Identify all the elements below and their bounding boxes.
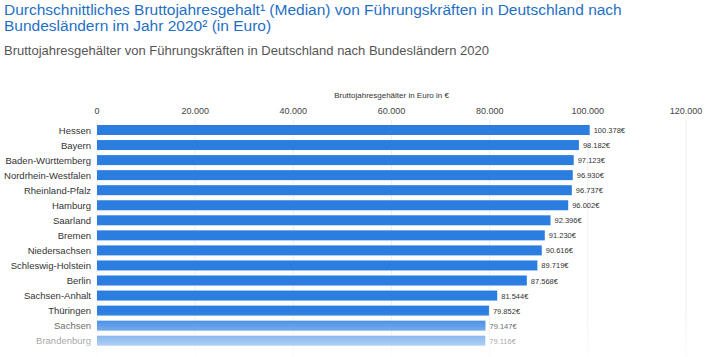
data-label: 87.568€ (531, 277, 559, 286)
grid-line (686, 120, 687, 357)
data-label: 98.182€ (583, 141, 611, 150)
category-label: Sachsen (54, 320, 91, 331)
data-label: 92.396€ (555, 216, 583, 225)
tick-label: 80.000 (476, 106, 504, 116)
bars (97, 125, 590, 346)
category-label: Schleswig-Holstein (11, 260, 91, 271)
data-label: 100.378€ (594, 126, 626, 135)
data-label: 97.123€ (578, 156, 606, 165)
category-label: Nordrhein-Westfalen (4, 170, 91, 181)
data-label: 79.852€ (493, 307, 521, 316)
bar (97, 260, 537, 270)
category-label: Bayern (61, 140, 91, 151)
title: Durchschnittliches Bruttojahresgehalt¹ (… (4, 2, 704, 34)
labels: Hessen 100.378€ Bayern 98.182€ Baden-Württem… (4, 125, 626, 347)
bar (97, 215, 551, 225)
tick-label: 40.000 (280, 106, 308, 116)
category-label: Berlin (67, 275, 91, 286)
tick-label: 100.000 (572, 106, 605, 116)
bar (97, 155, 574, 165)
bar (97, 125, 590, 135)
data-label: 96.002€ (572, 201, 600, 210)
bar (97, 276, 527, 286)
data-label: 79.147€ (489, 322, 517, 331)
category-label: Brandenburg (36, 335, 91, 346)
data-label: 96.737€ (576, 186, 604, 195)
axis-label: Bruttojahresgehälter in Euro in € (334, 91, 449, 100)
bar (97, 291, 497, 301)
category-label: Hamburg (52, 200, 91, 211)
category-label: Thüringen (48, 305, 91, 316)
bar (97, 140, 579, 150)
tick-label: 60.000 (378, 106, 406, 116)
data-label: 81.544€ (501, 292, 529, 301)
data-label: 89.719€ (541, 261, 569, 270)
tick-label: 120.000 (670, 106, 703, 116)
bar (97, 170, 573, 180)
fade-overlay (0, 312, 708, 357)
bar (97, 230, 545, 240)
subtitle: Bruttojahresgehälter von Führungskräften… (4, 43, 704, 58)
bar (97, 185, 572, 195)
category-label: Hessen (59, 125, 91, 136)
tick-label: 20.000 (181, 106, 209, 116)
data-label: 96.930€ (577, 171, 605, 180)
chart: Bruttojahresgehälter in Euro in € 0 20.000… (0, 0, 708, 357)
bar (97, 321, 485, 331)
category-label: Saarland (53, 215, 91, 226)
data-label: 79.116€ (489, 337, 516, 346)
bar (97, 336, 485, 346)
category-label: Bremen (58, 230, 91, 241)
bar (97, 306, 489, 316)
category-label: Baden-Württemberg (5, 155, 91, 166)
category-label: Rheinland-Pfalz (24, 185, 91, 196)
bar (97, 200, 568, 210)
category-label: Niedersachsen (28, 245, 91, 256)
data-label: 91.230€ (549, 231, 577, 240)
data-label: 90.616€ (546, 246, 574, 255)
bar (97, 245, 542, 255)
tick-label: 0 (94, 106, 99, 116)
category-label: Sachsen-Anhalt (24, 290, 91, 301)
